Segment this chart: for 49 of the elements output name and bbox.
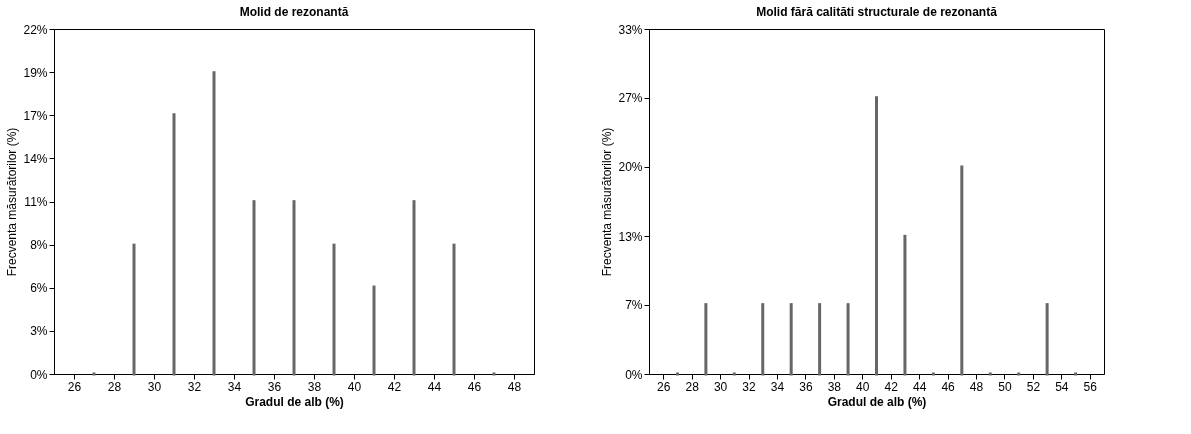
x-tick-label: 56 <box>1083 379 1098 394</box>
x-tick-label: 26 <box>67 379 82 394</box>
x-tick-label: 44 <box>912 379 927 394</box>
y-axis-title: Frecventa măsurătorilor (%) <box>600 127 615 277</box>
x-tick-label: 38 <box>307 379 322 394</box>
x-tick-label: 52 <box>1026 379 1041 394</box>
x-tick-label: 34 <box>770 379 785 394</box>
y-axis-title: Frecventa măsurătorilor (%) <box>5 127 20 277</box>
x-tick-label: 36 <box>799 379 813 394</box>
y-tick-label: 22% <box>23 22 48 37</box>
y-tick-label: 13% <box>618 229 643 244</box>
y-tick-label: 17% <box>23 108 48 123</box>
x-tick-label: 32 <box>187 379 202 394</box>
x-tick-label: 28 <box>685 379 700 394</box>
x-tick-label: 40 <box>347 379 362 394</box>
chart-title: Molid de rezonantă <box>239 5 349 19</box>
y-tick-label: 0% <box>30 367 48 382</box>
y-tick-label: 33% <box>618 22 643 37</box>
y-tick-label: 3% <box>30 324 48 339</box>
x-tick-label: 30 <box>713 379 728 394</box>
y-tick-label: 6% <box>30 281 48 296</box>
x-tick-label: 36 <box>267 379 282 394</box>
y-tick-label: 27% <box>618 91 643 106</box>
x-tick-label: 40 <box>856 379 870 394</box>
y-tick-label: 7% <box>625 298 643 313</box>
x-tick-label: 34 <box>227 379 242 394</box>
y-tick-label: 20% <box>618 160 643 175</box>
x-tick-label: 42 <box>884 379 899 394</box>
x-tick-label: 38 <box>827 379 842 394</box>
x-tick-label: 48 <box>507 379 522 394</box>
x-tick-label: 30 <box>147 379 162 394</box>
y-tick-label: 8% <box>30 238 48 253</box>
x-tick-label: 46 <box>941 379 956 394</box>
x-tick-label: 54 <box>1055 379 1069 394</box>
x-tick-label: 46 <box>467 379 482 394</box>
x-tick-label: 32 <box>742 379 757 394</box>
x-axis-title: Gradul de alb (%) <box>827 394 927 409</box>
x-axis-title: Gradul de alb (%) <box>245 394 344 409</box>
y-tick-label: 0% <box>625 367 643 382</box>
x-tick-label: 50 <box>998 379 1012 394</box>
x-tick-label: 42 <box>387 379 402 394</box>
x-tick-label: 44 <box>427 379 442 394</box>
chart-title: Molid fără calităti structurale de rezonantă <box>756 5 998 19</box>
x-tick-label: 28 <box>107 379 122 394</box>
y-tick-label: 14% <box>23 151 48 166</box>
x-tick-label: 48 <box>969 379 984 394</box>
y-tick-label: 11% <box>24 195 48 209</box>
y-tick-label: 19% <box>23 65 48 80</box>
x-tick-label: 26 <box>657 379 671 394</box>
